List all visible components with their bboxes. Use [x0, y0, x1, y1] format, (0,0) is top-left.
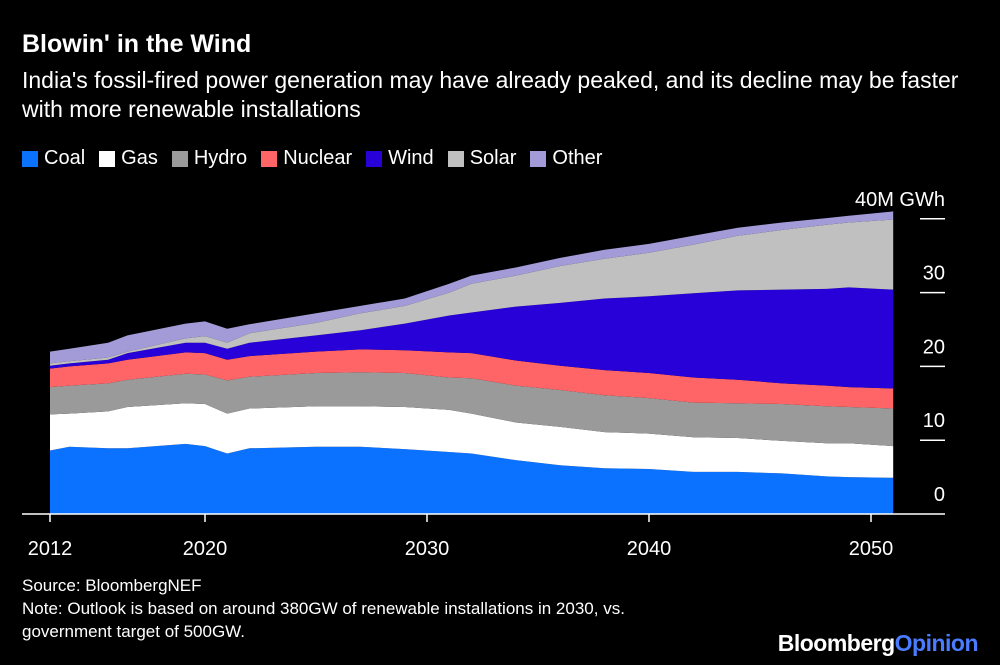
- legend-label: Nuclear: [283, 147, 353, 169]
- legend-item-wind: Wind: [366, 147, 434, 170]
- area-solar: [50, 219, 894, 366]
- note-text-2: government target of 500GW.: [22, 622, 246, 641]
- x-tick-label: 2050: [849, 538, 894, 560]
- legend-swatch: [366, 150, 383, 167]
- area-hydro: [50, 372, 894, 447]
- legend-swatch: [171, 150, 188, 167]
- legend-swatch: [99, 150, 116, 167]
- y-tick-label: 30: [923, 263, 945, 285]
- legend-label: Gas: [121, 147, 158, 169]
- legend-swatch: [261, 150, 278, 167]
- legend-label: Other: [552, 147, 603, 169]
- x-tick-label: 2012: [28, 538, 73, 560]
- area-coal: [50, 443, 894, 514]
- x-tick-label: 2020: [183, 538, 228, 560]
- logo-part-bloomberg: Bloomberg: [777, 630, 895, 656]
- footer: Source: BloombergNEF Note: Outlook is ba…: [22, 574, 625, 643]
- source-text: Source: BloombergNEF: [22, 576, 202, 595]
- legend-label: Wind: [388, 147, 434, 169]
- area-gas: [50, 403, 894, 478]
- y-unit-label: 40M GWh: [855, 189, 945, 211]
- x-tick-label: 2030: [405, 538, 450, 560]
- area-wind: [50, 287, 894, 389]
- legend: Coal Gas Hydro Nuclear Wind Solar Other: [22, 147, 616, 170]
- legend-label: Solar: [469, 147, 517, 169]
- area-other: [50, 211, 894, 364]
- y-tick-label: 20: [923, 336, 945, 358]
- legend-item-solar: Solar: [447, 147, 517, 170]
- note-text-1: Note: Outlook is based on around 380GW o…: [22, 599, 625, 618]
- x-tick-label: 2040: [627, 538, 672, 560]
- legend-swatch: [22, 150, 38, 167]
- legend-item-other: Other: [530, 147, 602, 170]
- area-nuclear: [50, 349, 894, 409]
- chart-subtitle: India's fossil-fired power generation ma…: [22, 67, 959, 122]
- legend-label: Hydro: [193, 147, 248, 169]
- legend-swatch: [447, 150, 464, 167]
- logo-part-opinion: Opinion: [894, 630, 979, 656]
- chart-title: Blowin' in the Wind: [22, 30, 252, 58]
- legend-item-nuclear: Nuclear: [261, 147, 352, 170]
- legend-label: Coal: [44, 147, 86, 169]
- y-tick-label: 0: [934, 484, 945, 506]
- legend-swatch: [530, 150, 547, 167]
- y-tick-label: 10: [923, 410, 945, 432]
- legend-item-gas: Gas: [99, 147, 158, 170]
- bloomberg-opinion-logo: BloombergOpinion: [777, 630, 979, 657]
- legend-item-hydro: Hydro: [171, 147, 248, 170]
- legend-item-coal: Coal: [22, 147, 85, 170]
